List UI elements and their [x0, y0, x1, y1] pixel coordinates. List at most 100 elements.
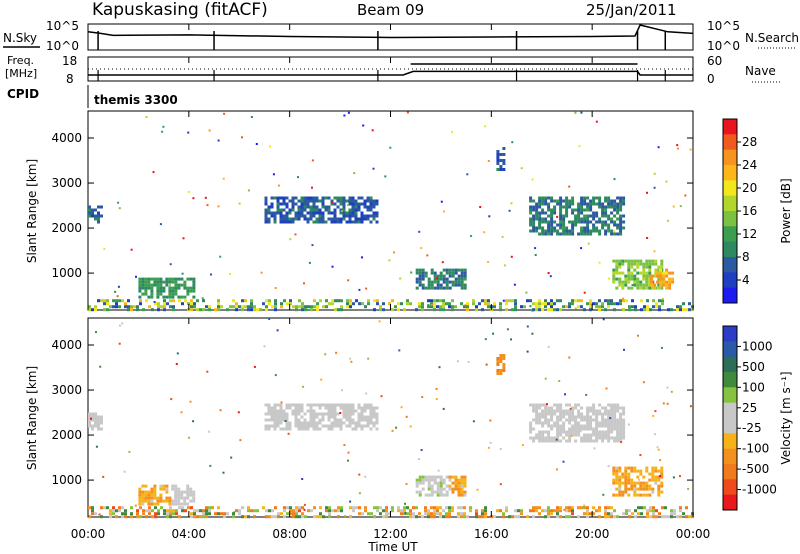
power-cell — [187, 302, 190, 306]
power-cell — [309, 205, 313, 209]
velocity-cell — [351, 409, 355, 413]
velocity-cell — [430, 484, 434, 488]
power-cell — [565, 305, 568, 309]
power-cell — [457, 283, 461, 287]
power-cell — [601, 202, 605, 206]
power-cell — [535, 211, 539, 215]
power-cell — [583, 308, 586, 312]
power-cell — [578, 145, 581, 148]
velocity-cell — [437, 469, 440, 472]
power-cell — [400, 302, 403, 306]
velocity-cell — [562, 409, 566, 413]
power-cell — [496, 168, 500, 171]
velocity-cell — [154, 506, 157, 510]
velocity-cell — [391, 429, 394, 432]
velocity-cell — [484, 506, 487, 510]
power-cell — [351, 199, 355, 203]
velocity-cell — [94, 424, 97, 428]
power-cell — [604, 229, 608, 233]
power-cell — [619, 205, 623, 209]
power-cell — [586, 208, 590, 212]
velocity-cell — [454, 481, 458, 485]
velocity-cell — [351, 427, 355, 431]
velocity-cell — [189, 490, 193, 494]
velocity-cell — [601, 436, 605, 440]
power-cell — [138, 280, 142, 284]
power-cell — [306, 196, 310, 200]
y-tick-label: 1000 — [51, 266, 82, 280]
power-cell — [136, 305, 139, 309]
power-cell — [363, 214, 367, 218]
power-cell — [541, 211, 545, 215]
power-colorbar-swatch — [723, 195, 737, 212]
velocity-cell — [295, 506, 298, 510]
power-cell — [371, 129, 374, 132]
velocity-cell — [267, 403, 271, 407]
power-cell — [648, 277, 652, 281]
power-cell — [439, 271, 443, 275]
velocity-cell — [327, 409, 331, 413]
power-cell — [331, 265, 334, 268]
power-colorbar-swatch — [723, 211, 737, 227]
velocity-cell — [547, 418, 551, 422]
power-cell — [369, 199, 373, 203]
power-cell — [255, 143, 258, 145]
power-cell — [601, 305, 604, 309]
velocity-cell — [297, 412, 301, 416]
velocity-cell — [363, 403, 367, 407]
velocity-cell — [168, 496, 172, 500]
power-cell — [484, 125, 487, 128]
velocity-cell — [169, 506, 172, 510]
power-cell — [631, 299, 634, 303]
power-cell — [162, 295, 166, 299]
power-cell — [589, 208, 593, 212]
velocity-cell — [134, 504, 137, 507]
power-cell — [270, 202, 274, 206]
power-cell — [613, 220, 617, 224]
velocity-cell — [141, 499, 145, 503]
power-cell — [372, 217, 376, 221]
power-cell — [271, 305, 274, 309]
velocity-cell — [157, 509, 160, 513]
velocity-cell — [309, 412, 313, 416]
velocity-cell — [619, 427, 623, 431]
power-cell — [315, 205, 319, 209]
velocity-cell — [100, 415, 103, 419]
power-cell — [169, 284, 171, 287]
power-cell — [334, 299, 337, 303]
power-cell — [186, 277, 190, 281]
velocity-cell — [583, 418, 587, 422]
velocity-cell — [412, 515, 415, 519]
velocity-cell — [610, 512, 613, 516]
power-cell — [285, 214, 289, 218]
velocity-cell — [460, 478, 464, 482]
velocity-cell — [233, 511, 235, 514]
power-cell — [330, 211, 334, 215]
velocity-cell — [636, 487, 640, 491]
power-cell — [541, 229, 545, 233]
velocity-cell — [160, 506, 163, 510]
velocity-cell — [303, 427, 307, 431]
velocity-cell — [657, 448, 660, 451]
velocity-cell — [147, 502, 151, 506]
velocity-cell — [159, 487, 163, 491]
velocity-cell — [304, 515, 307, 519]
velocity-cell — [339, 421, 343, 425]
power-cell — [565, 226, 569, 230]
power-cell — [556, 229, 560, 233]
velocity-cell — [436, 493, 440, 497]
velocity-cell — [328, 512, 331, 516]
power-cell — [624, 280, 628, 284]
velocity-cell — [649, 509, 652, 513]
velocity-cell — [622, 436, 626, 440]
power-cell — [100, 205, 103, 209]
velocity-cell — [613, 412, 617, 416]
power-cell — [360, 220, 364, 224]
velocity-cell — [454, 475, 458, 479]
power-cell — [553, 229, 557, 233]
velocity-cell — [336, 418, 340, 422]
velocity-cell — [382, 509, 385, 513]
velocity-cell — [277, 515, 280, 519]
power-cell — [391, 308, 394, 312]
power-cell — [267, 217, 271, 221]
